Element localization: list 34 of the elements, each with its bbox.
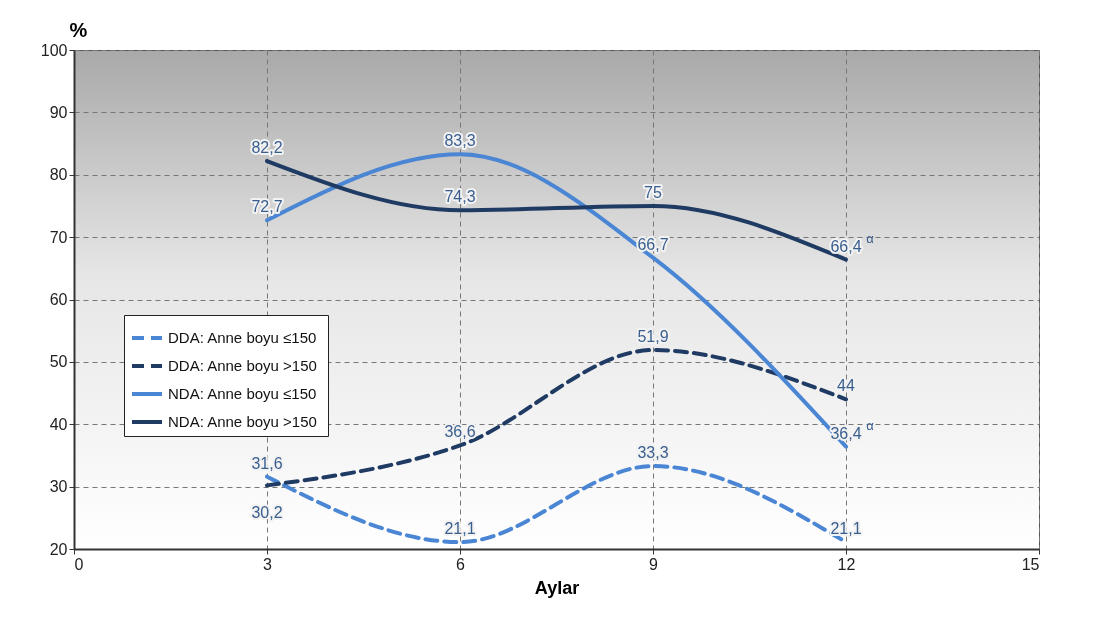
y-tick-label: 70 xyxy=(49,228,68,246)
legend-label: DDA: Anne boyu ≤150 xyxy=(168,329,317,346)
legend-label: DDA: Anne boyu >150 xyxy=(168,357,317,374)
data-label: 31,6 xyxy=(251,454,283,472)
y-tick-label: 90 xyxy=(49,103,68,121)
x-tick-label: 6 xyxy=(456,555,466,573)
data-label: 21,1 xyxy=(830,520,862,538)
y-tick-label: 20 xyxy=(49,540,68,558)
data-label: 75 xyxy=(644,183,662,201)
data-label: 51,9 xyxy=(637,328,669,346)
y-tick-label: 80 xyxy=(49,166,68,184)
data-label: 33,3 xyxy=(637,444,669,462)
data-label: 30,2 xyxy=(251,504,283,522)
data-label: 36,6 xyxy=(444,423,476,441)
data-label: 82,2 xyxy=(251,139,283,157)
legend-label: NDA: Anne boyu ≤150 xyxy=(168,385,317,402)
x-tick-label: 12 xyxy=(837,555,856,573)
x-tick-label: 15 xyxy=(1021,555,1040,573)
y-tick-label: 60 xyxy=(49,291,68,308)
x-tick-label: 3 xyxy=(263,555,273,573)
data-label: 21,1 xyxy=(444,520,476,538)
y-tick-label: 40 xyxy=(49,415,68,433)
y-tick-label: 100 xyxy=(40,41,68,59)
y-tick-label: 30 xyxy=(49,478,68,496)
data-label: 44 xyxy=(837,377,855,395)
y-tick-label: 50 xyxy=(49,353,68,371)
y-axis-title: % xyxy=(69,18,88,41)
data-label: 83,3 xyxy=(444,132,476,150)
x-tick-label: 9 xyxy=(649,555,659,573)
x-axis-title: Aylar xyxy=(534,577,580,598)
x-tick-label: 0 xyxy=(74,555,84,573)
data-label: 74,3 xyxy=(444,188,476,206)
data-label: 72,7 xyxy=(251,198,283,216)
legend-label: NDA: Anne boyu >150 xyxy=(168,413,317,430)
